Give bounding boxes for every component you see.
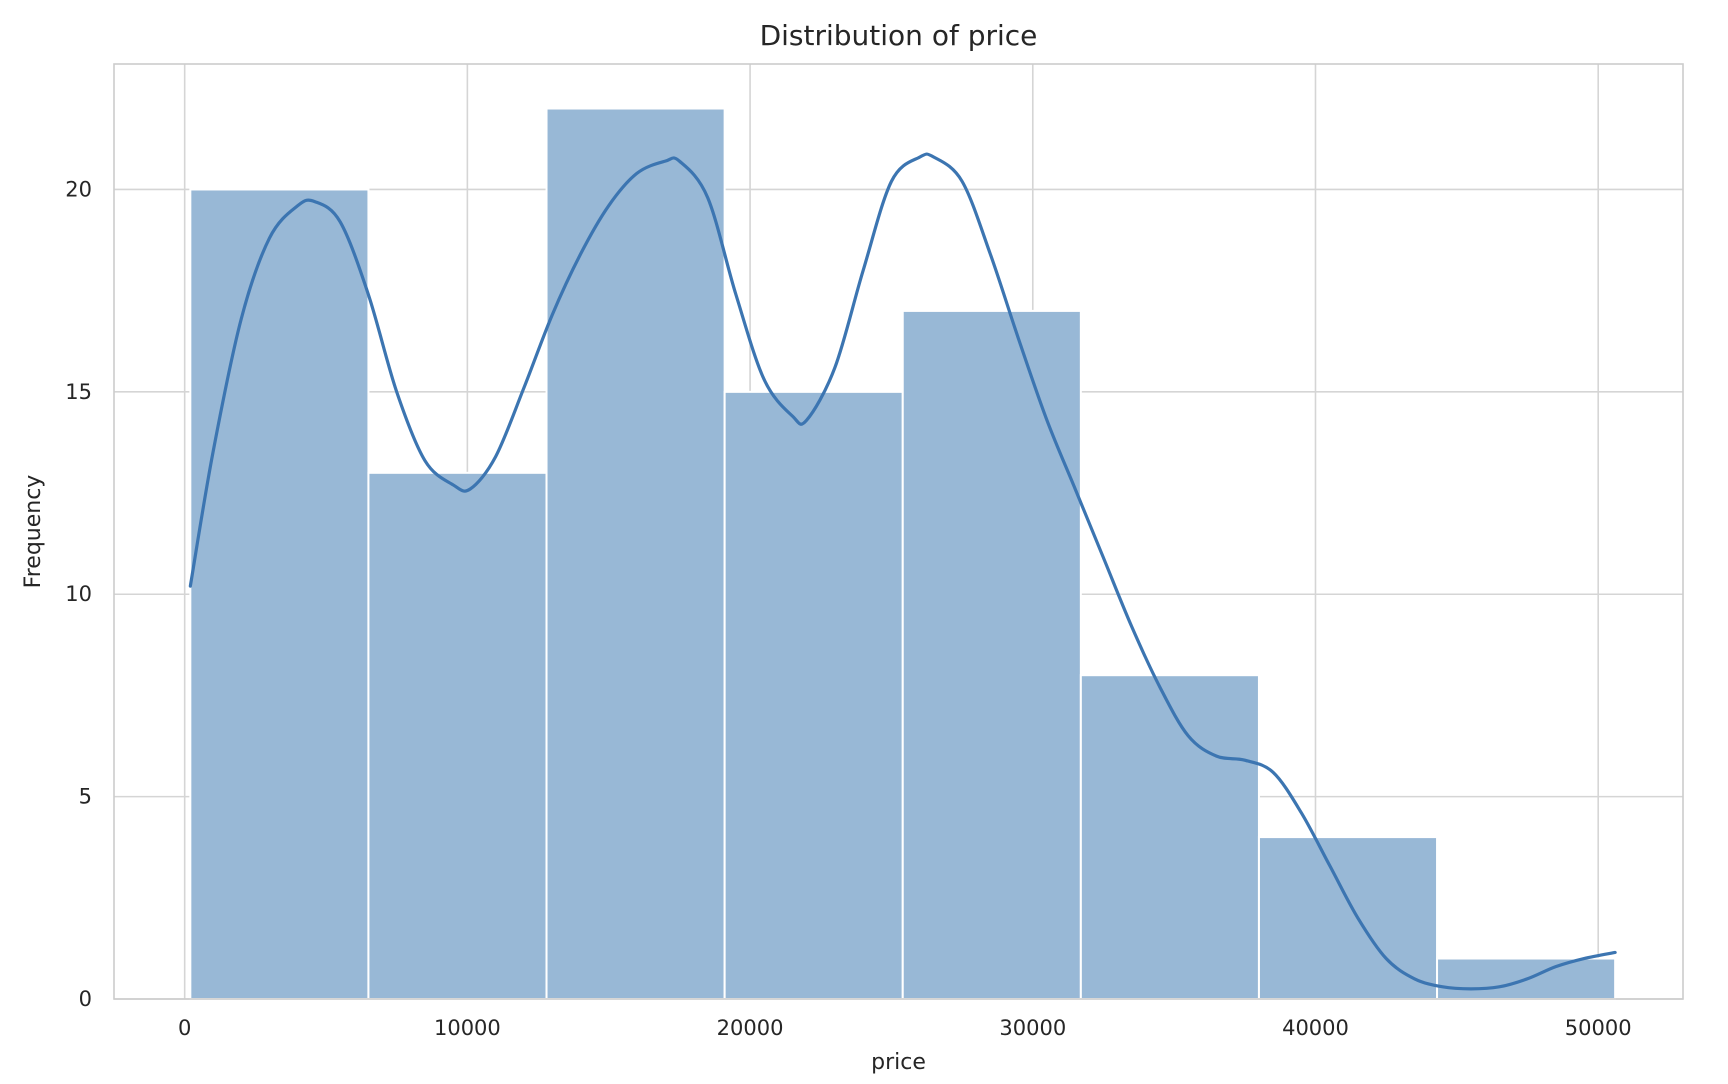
- x-axis-label: price: [871, 1050, 926, 1075]
- histogram-bar: [545, 107, 726, 1001]
- histogram-bars: [189, 107, 1617, 1001]
- x-tick-label: 40000: [1282, 1016, 1349, 1040]
- histogram-bar: [189, 188, 370, 1000]
- histogram-bar: [1257, 836, 1439, 1000]
- y-tick-label: 5: [79, 785, 92, 809]
- y-axis-ticks: 0 5 10 15 20: [65, 177, 92, 1011]
- y-tick-label: 0: [79, 987, 92, 1011]
- chart-title: Distribution of price: [760, 19, 1038, 52]
- kde-curve: [188, 152, 1617, 991]
- y-tick-label: 20: [65, 177, 92, 201]
- x-tick-label: 20000: [717, 1016, 784, 1040]
- x-tick-label: 0: [178, 1016, 191, 1040]
- x-tick-label: 50000: [1565, 1016, 1632, 1040]
- plot-frame: [113, 63, 1684, 1000]
- histogram-bar: [367, 471, 548, 1000]
- x-axis-ticks: 0 10000 20000 30000 40000 50000: [178, 1016, 1632, 1040]
- x-tick-label: 10000: [434, 1016, 501, 1040]
- y-tick-label: 15: [65, 380, 92, 404]
- histogram-bar: [1079, 674, 1260, 1000]
- histogram-bar: [901, 309, 1082, 1000]
- y-axis-label: Frequency: [21, 475, 46, 589]
- histogram-bar: [723, 390, 904, 1001]
- y-tick-label: 10: [65, 582, 92, 606]
- x-tick-label: 30000: [999, 1016, 1066, 1040]
